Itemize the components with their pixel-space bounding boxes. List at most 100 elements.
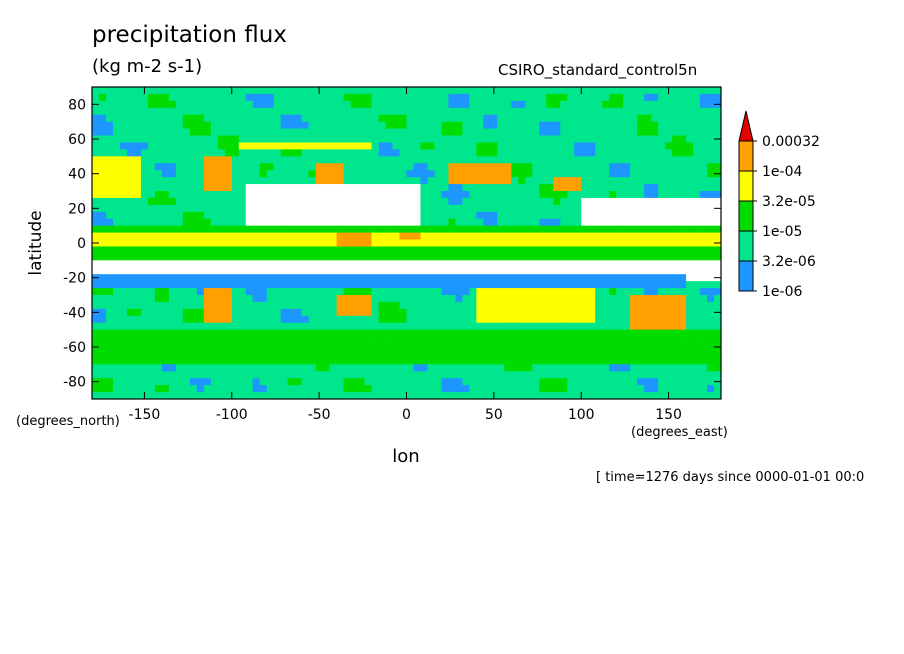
heatmap-cell xyxy=(259,156,268,164)
heatmap-cell xyxy=(609,350,617,358)
heatmap-cell xyxy=(322,184,331,192)
heatmap-cell xyxy=(259,392,268,400)
heatmap-cell xyxy=(441,343,449,351)
heatmap-cell xyxy=(686,322,694,331)
heatmap-cell xyxy=(154,246,163,254)
heatmap-cell xyxy=(448,184,456,192)
heatmap-cell xyxy=(567,364,575,372)
heatmap-cell xyxy=(140,191,149,199)
heatmap-cell xyxy=(490,121,498,129)
heatmap-cell xyxy=(189,322,198,331)
heatmap-cell xyxy=(147,156,156,164)
heatmap-cell xyxy=(581,107,589,116)
heatmap-cell xyxy=(714,218,722,227)
heatmap-cell xyxy=(602,329,610,337)
heatmap-cell xyxy=(175,336,184,344)
heatmap-cell xyxy=(175,295,184,303)
heatmap-cell xyxy=(357,364,365,372)
heatmap-cell xyxy=(154,371,163,379)
heatmap-cell xyxy=(133,392,142,400)
heatmap-cell xyxy=(441,177,449,185)
heatmap-cell xyxy=(147,191,156,199)
heatmap-cell xyxy=(203,128,212,136)
heatmap-cell xyxy=(217,107,226,116)
heatmap-cell xyxy=(119,218,128,227)
heatmap-cell xyxy=(189,315,198,324)
heatmap-cell xyxy=(595,288,603,296)
heatmap-cell xyxy=(581,308,589,317)
heatmap-cell xyxy=(588,308,596,317)
heatmap-cell xyxy=(175,177,184,185)
heatmap-cell xyxy=(406,177,414,185)
heatmap-cell xyxy=(553,322,561,331)
heatmap-cell xyxy=(462,343,470,351)
heatmap-cell xyxy=(490,322,498,331)
heatmap-cell xyxy=(343,329,351,337)
heatmap-cell xyxy=(273,295,282,303)
heatmap-cell xyxy=(119,239,128,247)
heatmap-cell xyxy=(364,232,372,240)
heatmap-cell xyxy=(301,315,310,324)
heatmap-cell xyxy=(567,204,575,213)
heatmap-cell xyxy=(385,128,393,136)
heatmap-cell xyxy=(287,218,296,227)
heatmap-cell xyxy=(420,301,428,310)
heatmap-cell xyxy=(119,107,128,116)
heatmap-cell xyxy=(224,149,233,157)
heatmap-cell xyxy=(392,225,400,233)
heatmap-cell xyxy=(238,336,247,344)
heatmap-cell xyxy=(392,343,400,351)
heatmap-cell xyxy=(189,274,198,282)
heatmap-cell xyxy=(350,315,358,324)
heatmap-cell xyxy=(588,281,596,289)
heatmap-cell xyxy=(315,239,324,247)
heatmap-cell xyxy=(259,301,268,310)
heatmap-cell xyxy=(189,392,198,400)
heatmap-cell xyxy=(574,357,582,365)
heatmap-cell xyxy=(336,392,344,400)
heatmap-cell xyxy=(525,274,533,282)
heatmap-cell xyxy=(707,93,715,102)
heatmap-cell xyxy=(210,288,219,296)
heatmap-cell xyxy=(154,142,163,150)
heatmap-cell xyxy=(630,225,638,233)
heatmap-cell xyxy=(427,253,435,261)
heatmap-cell xyxy=(539,142,547,150)
heatmap-cell xyxy=(623,225,631,233)
heatmap-cell xyxy=(364,267,372,275)
heatmap-cell xyxy=(651,163,659,171)
heatmap-cell xyxy=(539,232,547,240)
heatmap-cell xyxy=(658,225,666,233)
heatmap-cell xyxy=(364,371,372,379)
heatmap-cell xyxy=(714,329,722,337)
heatmap-cell xyxy=(427,114,435,123)
heatmap-cell xyxy=(588,170,596,178)
heatmap-cell xyxy=(182,378,191,386)
heatmap-cell xyxy=(238,343,247,351)
heatmap-cell xyxy=(392,128,400,136)
heatmap-cell xyxy=(98,260,107,268)
heatmap-cell xyxy=(483,107,491,116)
heatmap-cell xyxy=(238,93,247,102)
heatmap-cell xyxy=(504,315,512,324)
heatmap-cell xyxy=(658,184,666,192)
heatmap-cell xyxy=(385,378,393,386)
heatmap-cell xyxy=(714,232,722,240)
heatmap-cell xyxy=(308,149,317,157)
heatmap-cell xyxy=(588,288,596,296)
heatmap-cell xyxy=(441,225,449,233)
heatmap-cell xyxy=(448,315,456,324)
heatmap-cell xyxy=(539,246,547,254)
heatmap-cell xyxy=(441,107,449,116)
heatmap-cell xyxy=(378,225,386,233)
heatmap-cell xyxy=(497,392,505,400)
heatmap-cell xyxy=(532,197,540,206)
heatmap-cell xyxy=(686,274,694,282)
heatmap-cell xyxy=(245,336,254,344)
heatmap-cell xyxy=(490,246,498,254)
heatmap-cell xyxy=(462,350,470,358)
heatmap-cell xyxy=(574,197,582,206)
heatmap-cell xyxy=(497,211,505,220)
heatmap-cell xyxy=(210,170,219,178)
heatmap-cell xyxy=(154,274,163,282)
